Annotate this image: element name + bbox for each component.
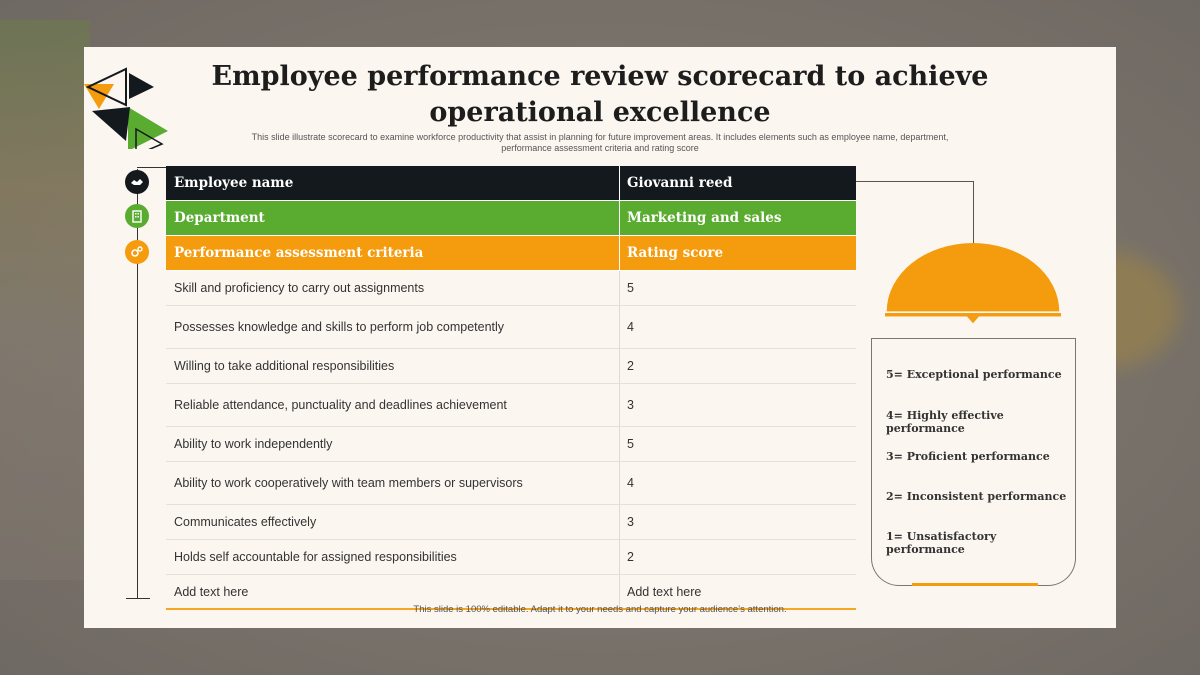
criteria-cell: Possesses knowledge and skills to perfor… — [166, 306, 620, 348]
table-row: Ability to work independently 5 — [166, 427, 856, 462]
department-value: Marketing and sales — [627, 210, 782, 226]
criteria-header-row: Performance assessment criteria Rating s… — [166, 236, 856, 271]
timeline-foot — [126, 598, 150, 599]
score-cell: 3 — [627, 398, 634, 412]
criteria-cell: Holds self accountable for assigned resp… — [166, 540, 620, 574]
connector-line-vertical — [973, 181, 974, 243]
legend-item: 3= Proficient performance — [886, 450, 1050, 463]
criteria-cell: Ability to work cooperatively with team … — [166, 462, 620, 504]
score-cell: 5 — [627, 437, 634, 451]
table-row: Communicates effectively 3 — [166, 505, 856, 540]
slide: Employee performance review scorecard to… — [84, 47, 1116, 628]
criteria-cell: Ability to work independently — [166, 427, 620, 461]
table-row: Holds self accountable for assigned resp… — [166, 540, 856, 575]
handshake-icon — [125, 170, 149, 194]
connector-line — [856, 181, 973, 182]
table-row: Willing to take additional responsibilit… — [166, 349, 856, 384]
background-blur-left — [0, 20, 90, 580]
scorecard-table: Employee name Giovanni reed Department M… — [166, 166, 856, 610]
page-subtitle: This slide illustrate scorecard to exami… — [251, 132, 949, 153]
score-cell: 2 — [627, 550, 634, 564]
criteria-header: Performance assessment criteria — [166, 236, 620, 270]
page-title: Employee performance review scorecard to… — [211, 61, 989, 128]
criteria-cell: Willing to take additional responsibilit… — [166, 349, 620, 383]
department-row: Department Marketing and sales — [166, 201, 856, 236]
rating-legend: 5= Exceptional performance 4= Highly eff… — [871, 338, 1076, 586]
table-row: Add text here Add text here — [166, 575, 856, 610]
table-row: Skill and proficiency to carry out assig… — [166, 271, 856, 306]
timeline-stub — [137, 167, 167, 168]
timeline-line — [137, 169, 138, 599]
employee-name-row: Employee name Giovanni reed — [166, 166, 856, 201]
triangles-logo — [84, 67, 168, 149]
legend-item: 4= Highly effective performance — [886, 409, 1004, 435]
legend-item: 5= Exceptional performance — [886, 368, 1062, 381]
criteria-cell: Add text here — [166, 575, 620, 608]
table-row: Reliable attendance, punctuality and dea… — [166, 384, 856, 427]
score-cell: 2 — [627, 359, 634, 373]
table-row: Possesses knowledge and skills to perfor… — [166, 306, 856, 349]
score-cell: 5 — [627, 281, 634, 295]
employee-name-label: Employee name — [166, 166, 620, 200]
legend-item: 1= Unsatisfactory performance — [886, 530, 997, 556]
score-cell: 4 — [627, 476, 634, 490]
criteria-cell: Communicates effectively — [166, 505, 620, 539]
employee-name-value: Giovanni reed — [627, 175, 733, 191]
legend-accent-bar — [912, 583, 1038, 586]
gears-icon — [125, 240, 149, 264]
criteria-cell: Skill and proficiency to carry out assig… — [166, 271, 620, 305]
rating-header: Rating score — [627, 245, 724, 261]
legend-item: 2= Inconsistent performance — [886, 490, 1067, 503]
department-label: Department — [166, 201, 620, 235]
score-cell: Add text here — [627, 584, 702, 599]
dome-shape — [885, 243, 1061, 324]
building-icon — [125, 204, 149, 228]
criteria-cell: Reliable attendance, punctuality and dea… — [166, 384, 620, 426]
score-cell: 4 — [627, 320, 634, 334]
table-row: Ability to work cooperatively with team … — [166, 462, 856, 505]
score-cell: 3 — [627, 515, 634, 529]
footer-note: This slide is 100% editable. Adapt it to… — [413, 604, 787, 615]
